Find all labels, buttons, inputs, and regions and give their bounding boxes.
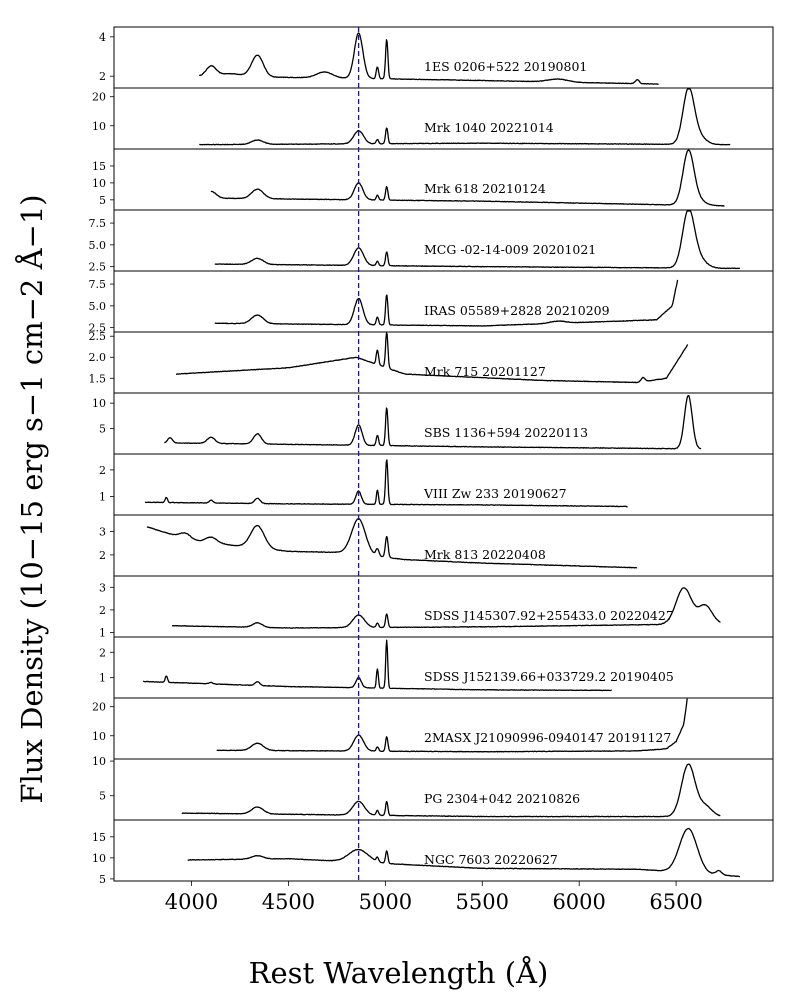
panel-label: Mrk 715 20201127 <box>424 364 546 379</box>
panel-label: Mrk 813 20220408 <box>424 547 546 562</box>
ytick-label: 2 <box>99 646 106 659</box>
ytick-label: 1 <box>99 490 106 503</box>
ytick-label: 15 <box>92 160 106 173</box>
y-axis-title: Flux Density (10−15 erg s−1 cm−2 Å−1) <box>14 194 49 803</box>
spectrum-line-8 <box>144 459 628 508</box>
ytick-label: 10 <box>92 120 106 133</box>
ytick-label: 5 <box>99 423 106 436</box>
panel-label: VIII Zw 233 20190627 <box>423 486 567 501</box>
spectrum-line-4 <box>214 210 741 270</box>
panel-label: PG 2304+042 20210826 <box>424 791 580 806</box>
ytick-label: 5 <box>99 873 106 886</box>
ytick-label: 5 <box>99 194 106 207</box>
panel-frame-7 <box>113 392 774 455</box>
panel-label: SBS 1136+594 20220113 <box>424 425 588 440</box>
ytick-label: 2.5 <box>89 322 107 335</box>
x-axis-title: Rest Wavelength (Å) <box>249 955 549 990</box>
spectrum-line-7 <box>164 394 702 450</box>
xtick-label: 4500 <box>262 890 315 914</box>
spectrum-line-3 <box>210 149 725 207</box>
xtick-label: 6500 <box>649 890 702 914</box>
ytick-label: 2.5 <box>89 261 107 274</box>
panel-label: SDSS J145307.92+255433.0 20220427 <box>424 608 674 623</box>
spectrum-line-11 <box>142 639 612 692</box>
panel-frame-8 <box>113 453 774 516</box>
panel-frame-2 <box>113 87 774 150</box>
spectrum-line-6 <box>175 332 689 384</box>
ytick-label: 10 <box>92 397 106 410</box>
ytick-label: 1 <box>99 626 106 639</box>
ytick-label: 2 <box>99 549 106 562</box>
ytick-label: 7.5 <box>89 217 107 230</box>
ytick-label: 1 <box>99 672 106 685</box>
ytick-label: 10 <box>92 852 106 865</box>
xtick-label: 5000 <box>359 890 412 914</box>
spectrum-line-13 <box>181 763 721 818</box>
ytick-label: 15 <box>92 831 106 844</box>
ytick-label: 2 <box>99 70 106 83</box>
panel-label: Mrk 1040 20221014 <box>424 120 554 135</box>
ytick-label: 2.5 <box>89 330 107 343</box>
ytick-label: 5.0 <box>89 239 107 252</box>
spectrum-line-10 <box>171 587 721 629</box>
panel-label: 1ES 0206+522 20190801 <box>424 59 587 74</box>
ytick-label: 3 <box>99 525 106 538</box>
ytick-label: 2.0 <box>89 351 107 364</box>
panel-label: SDSS J152139.66+033729.2 20190405 <box>424 669 674 684</box>
spectrum-line-12 <box>216 698 688 753</box>
panel-label: NGC 7603 20220627 <box>424 852 558 867</box>
panel-label: 2MASX J21090996-0940147 20191127 <box>424 730 671 745</box>
ytick-label: 5 <box>99 790 106 803</box>
ytick-label: 5.0 <box>89 300 107 313</box>
panel-frame-4 <box>113 209 774 272</box>
spectrum-line-14 <box>187 827 741 878</box>
xtick-label: 5500 <box>456 890 509 914</box>
ytick-label: 2 <box>99 604 106 617</box>
panel-label: IRAS 05589+2828 20210209 <box>424 303 610 318</box>
spectrum-line-5 <box>214 279 679 327</box>
panel-frame-14 <box>113 819 774 882</box>
ytick-label: 4 <box>99 31 106 44</box>
panel-frame-9 <box>113 514 774 577</box>
ytick-label: 3 <box>99 581 106 594</box>
ytick-label: 10 <box>92 177 106 190</box>
ytick-label: 1.5 <box>89 372 107 385</box>
ytick-label: 20 <box>92 91 106 104</box>
panel-frame-6 <box>113 331 774 394</box>
spectrum-line-2 <box>199 88 731 146</box>
spectrum-line-9 <box>146 518 638 569</box>
spectrum-line-1 <box>198 32 659 85</box>
panel-frame-1 <box>113 26 774 89</box>
panel-label: Mrk 618 20210124 <box>424 181 546 196</box>
ytick-label: 7.5 <box>89 278 107 291</box>
ytick-label: 20 <box>92 701 106 714</box>
xtick-label: 4000 <box>165 890 218 914</box>
panel-frame-5 <box>113 270 774 333</box>
ytick-label: 10 <box>92 730 106 743</box>
panel-frame-12 <box>113 697 774 760</box>
panel-label: MCG -02-14-009 20201021 <box>424 242 596 257</box>
ytick-label: 10 <box>92 755 106 768</box>
xtick-label: 6000 <box>552 890 605 914</box>
ytick-label: 2 <box>99 464 106 477</box>
